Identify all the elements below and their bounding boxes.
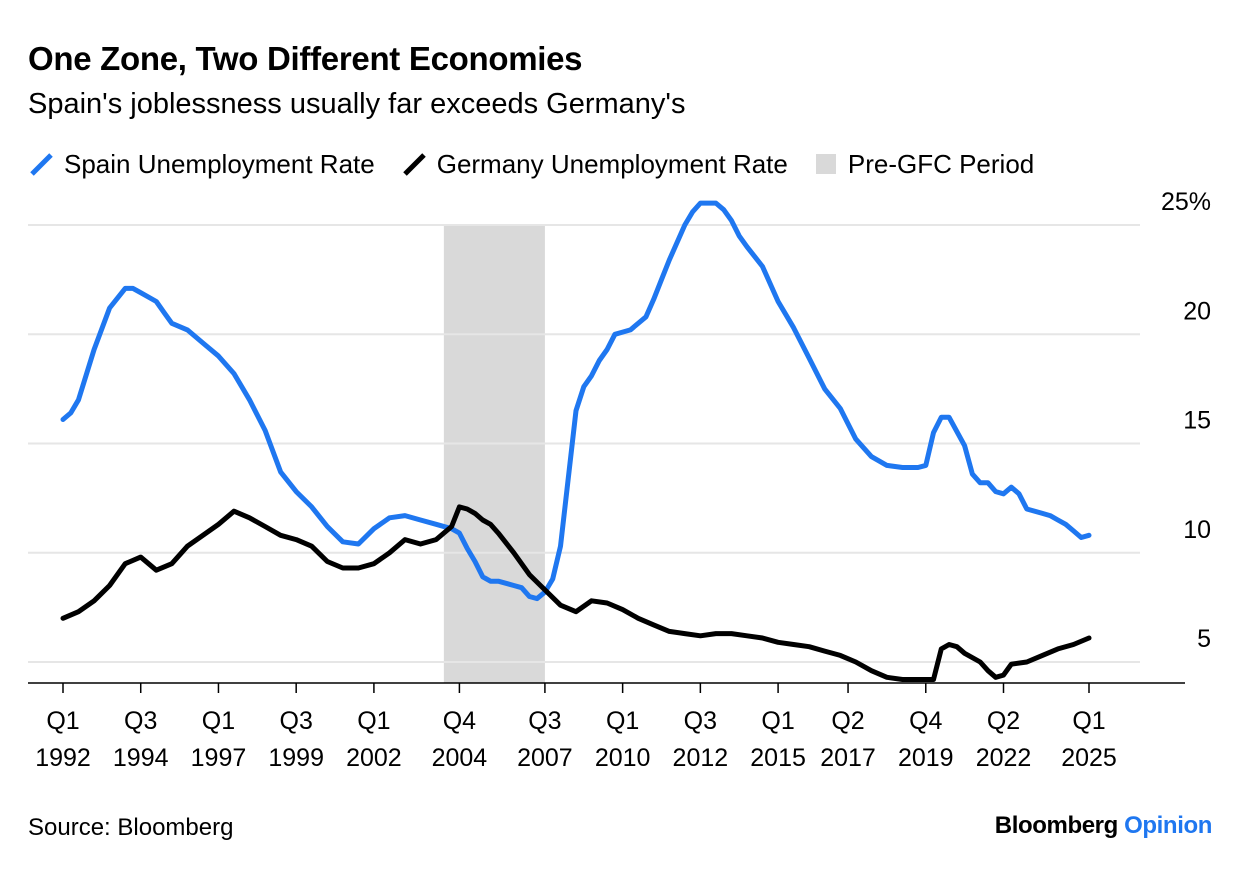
legend-spain-swatch-icon (30, 153, 53, 176)
x-tick-label-quarter-5: Q4 (443, 707, 476, 735)
spain-unemployment-line (60, 200, 1092, 602)
legend-shade-swatch-icon (815, 154, 836, 174)
x-tick-label-quarter-11: Q4 (909, 707, 942, 735)
x-tick-label-year-10: 2017 (820, 744, 876, 772)
brand-main: Bloomberg (994, 812, 1118, 839)
y-tick-label-20: 20 (1183, 297, 1211, 325)
brand-accent: Opinion (1124, 812, 1212, 839)
legend-germany-swatch-icon (402, 153, 426, 176)
x-tick-label-quarter-4: Q1 (357, 707, 390, 735)
germany-unemployment-line (60, 504, 1092, 682)
x-tick-label-quarter-0: Q1 (46, 707, 79, 735)
y-tick-label-5: 5 (1197, 625, 1211, 653)
chart-legend: Spain Unemployment Rate Germany Unemploy… (28, 146, 1060, 182)
x-tick-label-year-11: 2019 (898, 744, 954, 772)
x-tick-label-year-8: 2012 (673, 744, 729, 772)
x-tick-label-quarter-12: Q2 (987, 707, 1020, 735)
shaded-period-band (443, 225, 545, 683)
x-tick-label-quarter-9: Q1 (761, 707, 794, 735)
x-tick-label-quarter-8: Q3 (684, 707, 717, 735)
x-tick-label-quarter-6: Q3 (528, 707, 561, 735)
x-tick-label-year-9: 2015 (750, 744, 806, 772)
x-tick-label-year-0: 1992 (35, 744, 91, 772)
chart-title: One Zone, Two Different Economies (28, 40, 583, 77)
x-tick-label-quarter-10: Q2 (831, 707, 864, 735)
x-tick-label-year-4: 2002 (346, 744, 402, 772)
x-tick-label-year-1: 1994 (113, 744, 169, 772)
y-tick-label-15: 15 (1183, 407, 1211, 435)
legend-item-shade: Pre-GFC Period (814, 149, 1034, 180)
y-tick-label-10: 10 (1183, 516, 1211, 544)
chart-subtitle: Spain's joblessness usually far exceeds … (28, 88, 686, 120)
x-tick-label-year-6: 2007 (517, 744, 573, 772)
x-tick-label-quarter-1: Q3 (124, 707, 157, 735)
legend-item-germany: Germany Unemployment Rate (401, 149, 788, 180)
legend-item-spain: Spain Unemployment Rate (28, 149, 375, 180)
x-tick-label-year-12: 2022 (976, 744, 1032, 772)
x-tick-label-quarter-13: Q1 (1072, 707, 1105, 735)
legend-germany-label: Germany Unemployment Rate (436, 148, 788, 179)
x-tick-label-year-13: 2025 (1061, 744, 1117, 772)
legend-spain-label: Spain Unemployment Rate (64, 148, 375, 179)
x-tick-label-quarter-7: Q1 (606, 707, 639, 735)
legend-shade-label: Pre-GFC Period (847, 148, 1035, 179)
brand-logo: Bloomberg Opinion (994, 812, 1213, 840)
x-tick-label-year-7: 2010 (595, 744, 651, 772)
x-tick-label-year-2: 1997 (191, 744, 247, 772)
y-tick-label-25: 25% (1161, 188, 1211, 216)
x-tick-label-quarter-3: Q3 (280, 707, 313, 735)
x-tick-label-year-5: 2004 (432, 744, 488, 772)
x-tick-label-quarter-2: Q1 (202, 707, 235, 735)
x-tick-label-year-3: 1999 (268, 744, 324, 772)
source-note: Source: Bloomberg (28, 814, 234, 841)
